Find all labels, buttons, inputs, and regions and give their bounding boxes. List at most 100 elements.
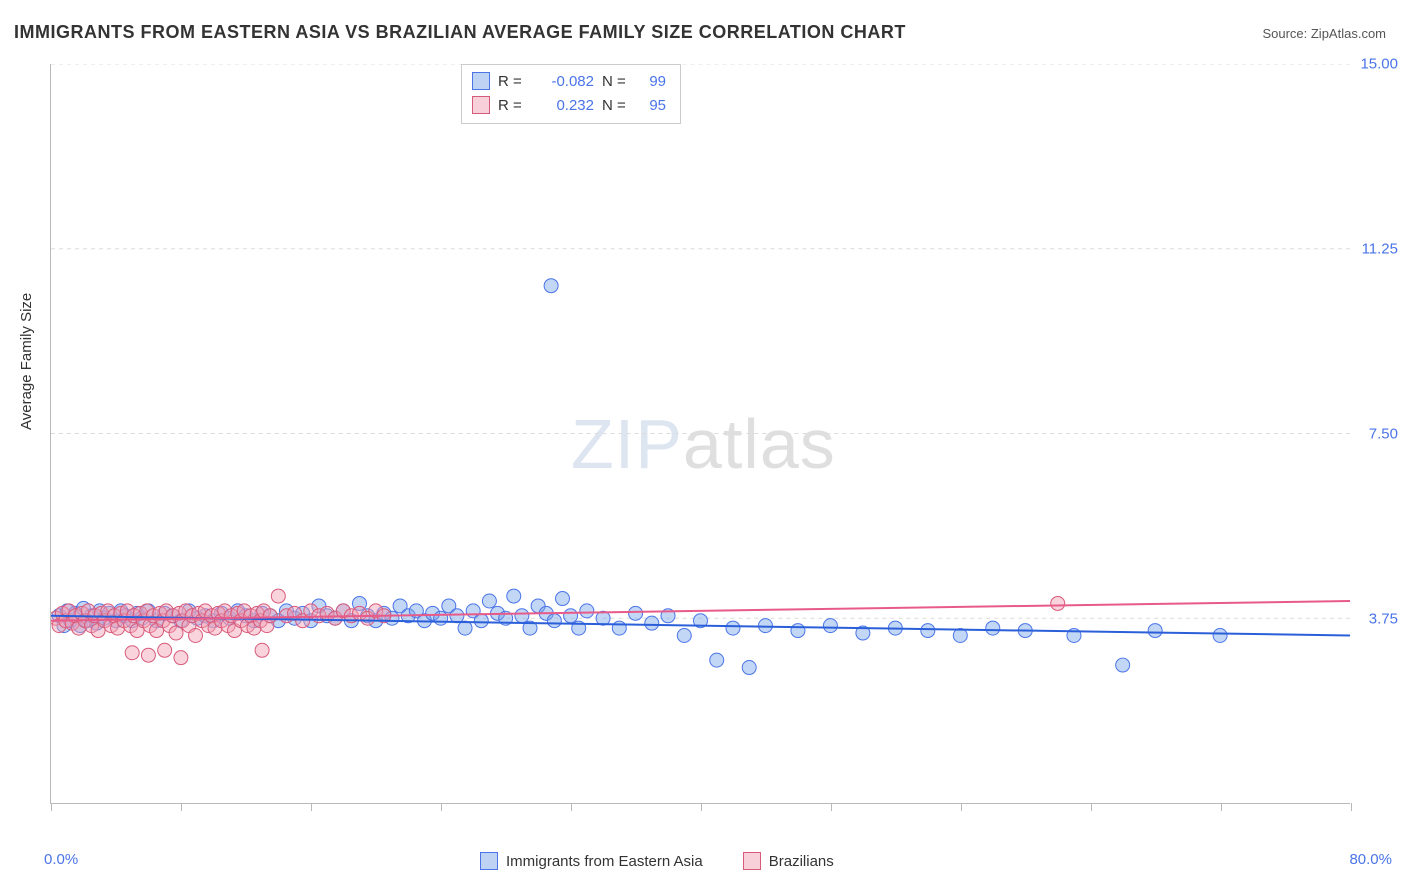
trend-line: [51, 601, 1350, 621]
scatter-point: [661, 609, 675, 623]
scatter-point: [288, 606, 302, 620]
scatter-point: [57, 619, 71, 633]
scatter-point: [856, 626, 870, 640]
scatter-point: [190, 611, 204, 625]
scatter-point: [555, 592, 569, 606]
scatter-point: [127, 609, 141, 623]
scatter-point: [68, 609, 82, 623]
scatter-point: [223, 611, 237, 625]
scatter-point: [143, 619, 157, 633]
n-label: N =: [602, 73, 628, 90]
scatter-point: [312, 609, 326, 623]
scatter-point: [250, 606, 264, 620]
stats-row: R = 0.232 N = 95: [472, 93, 666, 117]
scatter-point: [426, 606, 440, 620]
scatter-point: [442, 599, 456, 613]
scatter-point: [304, 604, 318, 618]
scatter-point: [214, 606, 228, 620]
scatter-point: [320, 609, 334, 623]
plot-area: ZIPatlas 3.757.5011.2515.00 R = -0.082 N…: [50, 64, 1350, 804]
scatter-point: [117, 614, 131, 628]
x-tick-mark: [571, 803, 572, 811]
scatter-point: [125, 614, 139, 628]
scatter-point: [133, 606, 147, 620]
scatter-point: [726, 621, 740, 635]
x-tick-mark: [961, 803, 962, 811]
scatter-point: [198, 604, 212, 618]
scatter-point: [163, 619, 177, 633]
x-tick-mark: [441, 803, 442, 811]
scatter-point: [124, 619, 138, 633]
scatter-point: [539, 606, 553, 620]
scatter-point: [78, 614, 92, 628]
scatter-point: [114, 606, 128, 620]
scatter-point: [596, 611, 610, 625]
scatter-point: [182, 604, 196, 618]
scatter-point: [247, 621, 261, 635]
scatter-point: [98, 611, 112, 625]
n-label: N =: [602, 97, 628, 114]
scatter-point: [247, 614, 261, 628]
y-axis-label: Average Family Size: [18, 293, 35, 430]
r-value: -0.082: [532, 73, 594, 90]
scatter-point: [91, 624, 105, 638]
scatter-point: [523, 621, 537, 635]
scatter-point: [279, 604, 293, 618]
scatter-point: [450, 609, 464, 623]
legend-label: Immigrants from Eastern Asia: [506, 853, 703, 870]
scatter-point: [179, 604, 193, 618]
swatch-icon: [472, 96, 490, 114]
scatter-point: [361, 609, 375, 623]
scatter-point: [107, 609, 121, 623]
scatter-point: [146, 609, 160, 623]
x-min-label: 0.0%: [44, 851, 78, 868]
scatter-point: [156, 614, 170, 628]
scatter-point: [244, 609, 258, 623]
scatter-point: [612, 621, 626, 635]
scatter-point: [130, 624, 144, 638]
scatter-point: [182, 619, 196, 633]
watermark-zip: ZIP: [571, 405, 683, 483]
scatter-point: [629, 606, 643, 620]
scatter-point: [153, 606, 167, 620]
scatter-point: [393, 599, 407, 613]
x-tick-mark: [181, 803, 182, 811]
scatter-point: [94, 606, 108, 620]
scatter-point: [328, 611, 342, 625]
scatter-point: [401, 609, 415, 623]
scatter-point: [89, 616, 103, 630]
scatter-point: [120, 604, 134, 618]
scatter-point: [59, 614, 73, 628]
scatter-point: [271, 589, 285, 603]
scatter-point: [385, 611, 399, 625]
r-value: 0.232: [532, 97, 594, 114]
scatter-point: [1148, 624, 1162, 638]
scatter-point: [336, 604, 350, 618]
r-label: R =: [498, 97, 524, 114]
scatter-point: [263, 609, 277, 623]
scatter-point: [166, 609, 180, 623]
x-max-label: 80.0%: [1349, 851, 1392, 868]
scatter-point: [296, 614, 310, 628]
x-tick-mark: [1221, 803, 1222, 811]
scatter-point: [547, 614, 561, 628]
scatter-point: [353, 596, 367, 610]
scatter-point: [344, 609, 358, 623]
legend-item: Brazilians: [743, 852, 834, 870]
y-tick-label: 15.00: [1360, 56, 1398, 73]
scatter-point: [68, 606, 82, 620]
scatter-point: [76, 601, 90, 615]
scatter-point: [195, 614, 209, 628]
scatter-point: [140, 604, 154, 618]
scatter-point: [353, 606, 367, 620]
scatter-point: [81, 604, 95, 618]
scatter-point: [55, 606, 69, 620]
scatter-point: [104, 619, 118, 633]
scatter-point: [135, 611, 149, 625]
scatter-point: [986, 621, 1000, 635]
scatter-point: [234, 614, 248, 628]
scatter-point: [336, 604, 350, 618]
scatter-point: [1213, 629, 1227, 643]
scatter-point: [85, 609, 99, 623]
scatter-point: [677, 629, 691, 643]
